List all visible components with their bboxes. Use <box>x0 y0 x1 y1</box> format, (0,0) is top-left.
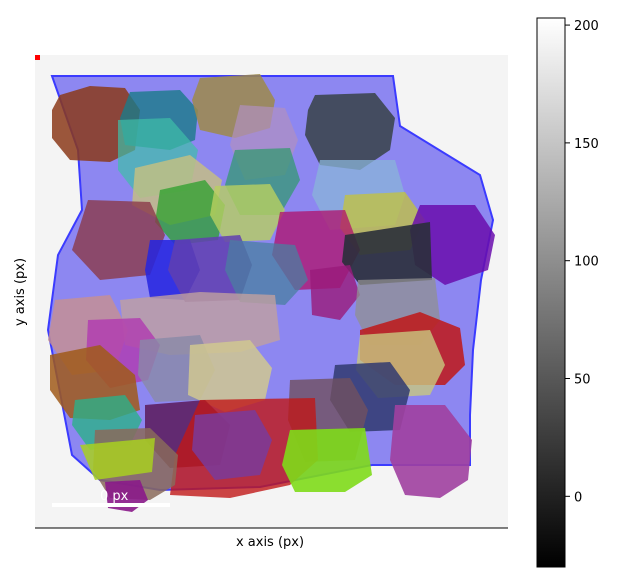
blob <box>305 93 395 170</box>
x-axis-label: x axis (px) <box>236 535 304 550</box>
y-axis-label: y axis (px) <box>13 258 28 326</box>
blob <box>225 240 308 305</box>
blob-group <box>48 74 495 512</box>
blob <box>342 222 432 285</box>
colorbar-tick-label: 150 <box>574 137 599 152</box>
blob <box>210 184 285 242</box>
colorbar-tick-label: 50 <box>574 373 591 388</box>
blob <box>80 438 155 480</box>
colorbar-tick-label: 100 <box>574 255 599 270</box>
blob <box>192 410 272 480</box>
corner-marker <box>35 55 40 60</box>
blob <box>72 200 165 280</box>
blob <box>282 428 372 492</box>
blob <box>155 180 225 245</box>
colorbar-ticks: 0 50 100 150 200 <box>565 19 599 505</box>
scale-bar <box>52 503 170 507</box>
blob <box>188 340 272 412</box>
colorbar-tick-label: 200 <box>574 19 599 34</box>
overlay-layer: 0 px <box>46 74 495 512</box>
blob <box>390 405 472 498</box>
blob <box>310 265 360 320</box>
colorbar <box>536 17 566 568</box>
scale-bar-label: 0 px <box>100 489 129 504</box>
colorbar-tick-label: 0 <box>574 490 582 505</box>
